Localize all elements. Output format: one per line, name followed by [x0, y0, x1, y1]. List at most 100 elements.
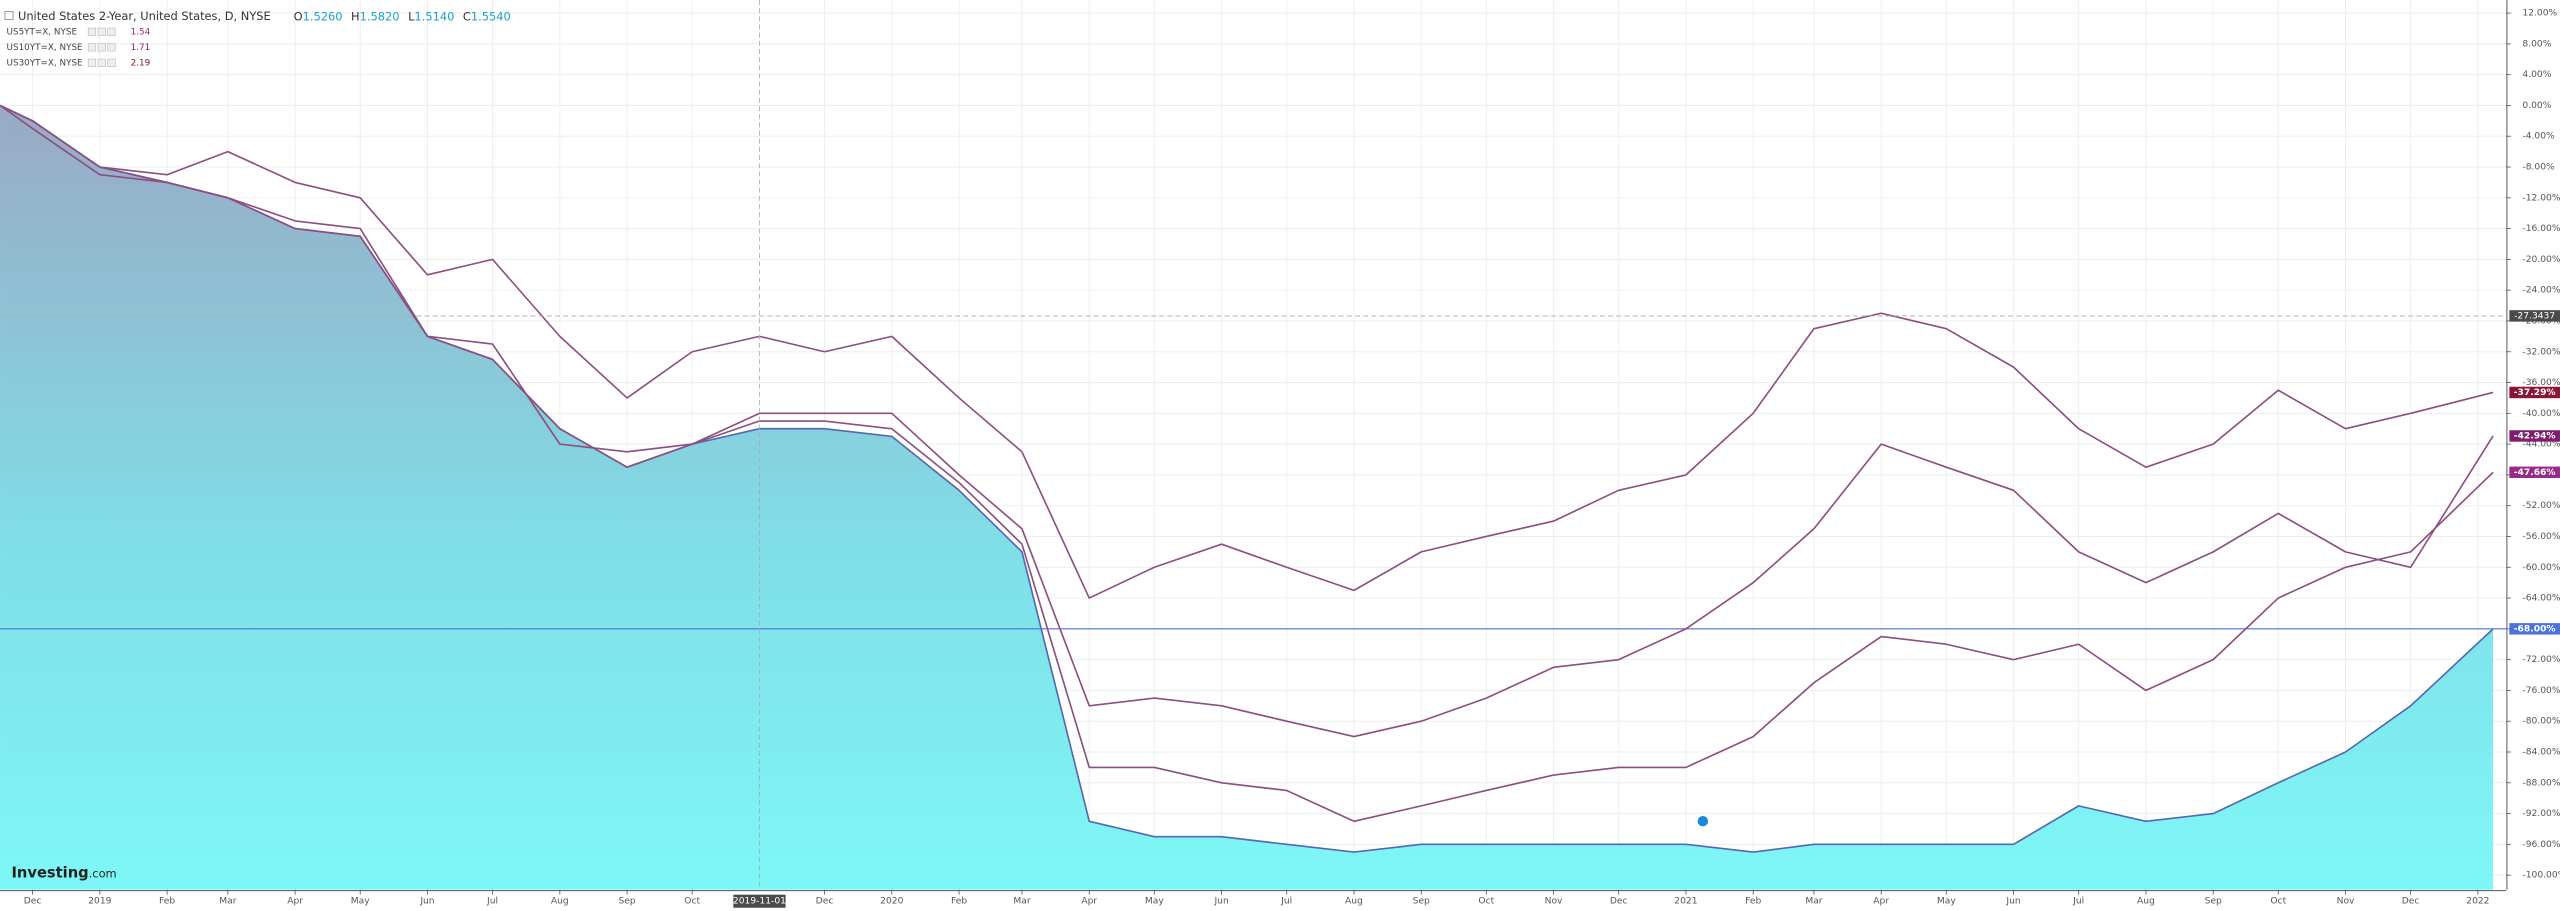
x-tick-label: Jul	[1280, 897, 1292, 907]
y-tick-label: -8.00%	[2522, 163, 2555, 173]
crosshair-x-label: 2019-11-01	[733, 897, 786, 907]
y-tick-label: 0.00%	[2522, 101, 2551, 111]
y-tick-label: -4.00%	[2522, 132, 2555, 142]
x-tick-label: Sep	[2205, 897, 2222, 907]
x-tick-label: Feb	[1745, 897, 1761, 907]
plot	[0, 0, 2507, 890]
y-tick-label: -44.00%	[2522, 440, 2560, 450]
y-tick-label: -84.00%	[2522, 747, 2560, 757]
legend-button	[87, 58, 97, 67]
y-tick-label: -32.00%	[2522, 347, 2560, 357]
legend-quote: 2.19	[131, 58, 151, 68]
x-tick-label: 2019	[88, 897, 111, 907]
area	[0, 105, 2494, 890]
y-tick-label: 8.00%	[2522, 39, 2551, 49]
x-tick-label: 2022	[2466, 897, 2489, 907]
x-tick-label: 2021	[1674, 897, 1697, 907]
x-tick-label: Dec	[2402, 897, 2420, 907]
high-value: 1.5820	[360, 9, 400, 23]
legend-quote: 1.71	[131, 43, 151, 53]
y-tick-label: -64.00%	[2522, 594, 2560, 604]
close-value: 1.5540	[471, 9, 511, 23]
end-label: -68.00%	[2514, 624, 2556, 634]
end-label-bg	[2509, 430, 2560, 442]
legend-series-name: US5YT=X, NYSE	[7, 27, 77, 37]
x-tick-label: Apr	[1873, 897, 1889, 907]
crosshair-y-label: -27.3437	[2514, 311, 2555, 321]
legend-button	[97, 27, 106, 36]
x-tick-label: Oct	[2270, 897, 2286, 907]
x-tick-label: Jul	[486, 897, 498, 907]
legend-button	[107, 43, 116, 52]
legend-button	[107, 27, 116, 36]
y-tick-label: -36.00%	[2522, 378, 2560, 388]
legend-series-name: US30YT=X, NYSE	[7, 58, 83, 68]
x-tick-label: May	[1937, 897, 1956, 907]
x-tick-label: Jun	[419, 897, 434, 907]
ohlc: O1.5260 H1.5820 L1.5140 C1.5540	[294, 9, 511, 23]
logo-suffix: .com	[89, 866, 117, 880]
legend-quote: 1.54	[131, 27, 151, 37]
series-line	[0, 104, 2494, 823]
y-tick-label: -20.00%	[2522, 255, 2560, 265]
y-tick-label: -80.00%	[2522, 717, 2560, 727]
low-label: L	[408, 9, 415, 23]
x-tick-label: Feb	[159, 897, 175, 907]
high-label: H	[351, 9, 360, 23]
y-tick-label: -40.00%	[2522, 409, 2560, 419]
y-tick-label: 12.00%	[2522, 9, 2557, 19]
end-label-bg	[2509, 623, 2560, 635]
x-tick-label: Mar	[219, 897, 236, 907]
low-value: 1.5140	[414, 9, 454, 23]
series-line	[0, 104, 2494, 599]
end-label: -47.66%	[2514, 468, 2556, 478]
collapse-icon[interactable]	[4, 11, 14, 20]
legend-button	[97, 58, 106, 67]
close-label: C	[463, 9, 471, 23]
end-label-bg	[2509, 466, 2560, 479]
y-tick-label: -52.00%	[2522, 501, 2560, 511]
x-tick-label: Aug	[2137, 897, 2155, 907]
y-tick-label: 4.00%	[2522, 70, 2551, 80]
end-label-bg	[2509, 386, 2560, 399]
end-label: -42.94%	[2514, 431, 2556, 441]
x-tick-label: Jun	[2005, 897, 2020, 907]
axes: 12.00% 8.00% 4.00% 0.00% -4.00% -8.00% -12.00%…	[24, 9, 2560, 908]
x-tick-label: Mar	[1805, 897, 1822, 907]
open-value: 1.5260	[303, 9, 343, 23]
x-tick-label: Nov	[1545, 897, 1563, 907]
legend: United States 2-Year, United States, D, …	[4, 9, 511, 68]
x-tick-label: Mar	[1013, 897, 1030, 907]
y-tick-label: -96.00%	[2522, 840, 2560, 850]
x-tick-label: Feb	[951, 897, 967, 907]
x-tick-label: Dec	[24, 897, 42, 907]
x-tick-label: Apr	[1081, 897, 1097, 907]
legend-series-name: US10YT=X, NYSE	[7, 43, 83, 53]
y-tick-label: -56.00%	[2522, 532, 2560, 542]
x-tick-label: Sep	[618, 897, 635, 907]
logo: Investing.com	[11, 864, 116, 881]
y-tick-label: -60.00%	[2522, 563, 2560, 573]
y-tick-label: -76.00%	[2522, 686, 2560, 696]
open-label: O	[294, 9, 303, 23]
legend-button	[87, 27, 97, 36]
x-tick-label: Aug	[1345, 897, 1363, 907]
x-tick-label: Jul	[2072, 897, 2084, 907]
y-tick-label: -72.00%	[2522, 655, 2560, 665]
x-tick-label: Oct	[684, 897, 700, 907]
logo-brand: Investing	[11, 864, 88, 881]
x-tick-label: Sep	[1413, 897, 1430, 907]
legend-button	[107, 58, 116, 67]
x-tick-label: Nov	[2337, 897, 2355, 907]
event-marker[interactable]	[1697, 815, 1709, 827]
crosshair-y-label-bg	[2509, 310, 2560, 322]
y-tick-label: -24.00%	[2522, 286, 2560, 296]
x-tick-label: Jun	[1213, 897, 1228, 907]
x-tick-label: Oct	[1478, 897, 1494, 907]
crosshair-x-label-bg	[733, 894, 786, 908]
x-tick-label: May	[1145, 897, 1164, 907]
x-tick-label: Dec	[1610, 897, 1628, 907]
x-tick-label: May	[351, 897, 370, 907]
